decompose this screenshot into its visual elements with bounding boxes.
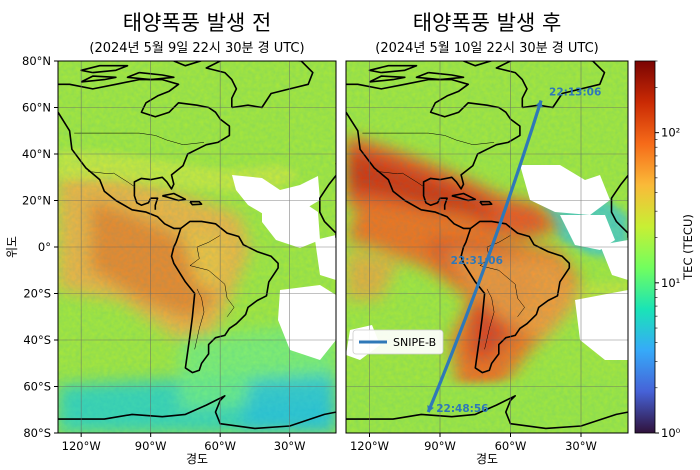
- coastline: [479, 200, 493, 206]
- coastline: [58, 395, 336, 430]
- coastline: [126, 71, 175, 81]
- country-border: [376, 171, 424, 187]
- coastline: [133, 186, 159, 210]
- coastline: [173, 61, 204, 67]
- lat-tick-label: 60°N: [22, 101, 51, 115]
- colorbar-ticks: 10⁰ 10¹ 10²: [655, 60, 681, 440]
- lat-tick-label: 20°S: [23, 287, 51, 301]
- coastline: [170, 220, 279, 374]
- coastline: [80, 75, 117, 83]
- coastline: [463, 61, 494, 67]
- coastline: [460, 220, 571, 374]
- lon-tick-label: 60°W: [495, 439, 527, 453]
- colorbar-tick-label: 10⁰: [661, 426, 681, 440]
- country-border: [362, 132, 495, 145]
- track-arrow-end: [427, 405, 434, 413]
- colorbar-tick-label: 10²: [661, 126, 680, 140]
- lon-tick-label: 60°W: [204, 439, 236, 453]
- lon-ticks: 120°W 90°W 60°W 30°W 120°W 90°W 60°W 30°W: [62, 433, 597, 453]
- gridlines-before: [58, 61, 336, 433]
- coastline: [205, 61, 314, 109]
- satellite-track: [426, 100, 543, 413]
- colorbar-tick-label: 10¹: [661, 276, 680, 290]
- coastline: [80, 64, 129, 74]
- coastline: [415, 71, 465, 81]
- coastline: [422, 186, 448, 210]
- x-axis-label-after: 경도: [476, 452, 498, 466]
- country-border: [74, 132, 205, 145]
- lat-tick-label: 80°N: [22, 54, 51, 68]
- colorbar-label: TEC (TECU): [681, 214, 695, 281]
- coastline: [162, 192, 187, 202]
- track-time-label: 22:13:06: [549, 87, 601, 99]
- lat-tick-label: 40°S: [23, 333, 51, 347]
- panel2-frame: [345, 60, 629, 434]
- lon-tick-label: 30°W: [274, 439, 306, 453]
- panel1-title: 태양폭풍 발생 전: [123, 11, 272, 35]
- panel1-subtitle: (2024년 5월 9일 22시 30분 경 UTC): [89, 41, 304, 56]
- legend-label: SNIPE-B: [393, 336, 436, 349]
- lon-tick-label: 90°W: [424, 439, 456, 453]
- lat-tick-label: 40°N: [22, 147, 51, 161]
- coastline: [451, 192, 477, 202]
- lon-tick-label: 30°W: [565, 439, 597, 453]
- lat-tick-label: 80°S: [23, 426, 51, 440]
- snipe-b-track-line: [426, 100, 543, 413]
- coastline: [368, 64, 418, 74]
- coastline: [369, 75, 406, 83]
- lon-tick-label: 90°W: [135, 439, 167, 453]
- x-axis-label-before: 경도: [186, 452, 208, 466]
- lat-tick-label: 20°N: [22, 194, 51, 208]
- colorbar-gradient: [634, 60, 656, 434]
- coastline: [495, 61, 606, 109]
- track-arrow-start: [535, 100, 543, 108]
- track-time-label: 22:48:56: [436, 403, 488, 415]
- coastline: [610, 163, 628, 238]
- lon-tick-label: 120°W: [62, 439, 101, 453]
- panel2-subtitle: (2024년 5월 10일 22시 30분 경 UTC): [375, 41, 598, 56]
- lat-tick-label: 60°S: [23, 380, 51, 394]
- lat-tick-label: 0°: [38, 240, 51, 254]
- y-axis-label: 위도: [5, 236, 19, 258]
- panel2-title: 태양폭풍 발생 후: [413, 11, 562, 35]
- coastline: [58, 78, 231, 190]
- track-time-label: 22:31:06: [451, 255, 503, 267]
- legend: SNIPE-B: [352, 329, 444, 355]
- coastlines-after: [346, 61, 628, 430]
- country-border: [189, 235, 235, 317]
- lon-tick-label: 120°W: [350, 439, 389, 453]
- coastline: [346, 78, 521, 190]
- coastline: [189, 200, 203, 206]
- country-border: [484, 288, 495, 350]
- country-border: [88, 171, 135, 187]
- coastline: [319, 163, 336, 238]
- lat-ticks: 80°N 60°N 40°N 20°N 0° 20°S 40°S 60°S 80°S: [22, 54, 58, 440]
- country-border: [194, 288, 205, 350]
- colorbar: 10⁰ 10¹ 10² TEC (TECU): [634, 60, 695, 440]
- no-data-patches-before: [232, 175, 336, 360]
- coastline: [346, 395, 628, 430]
